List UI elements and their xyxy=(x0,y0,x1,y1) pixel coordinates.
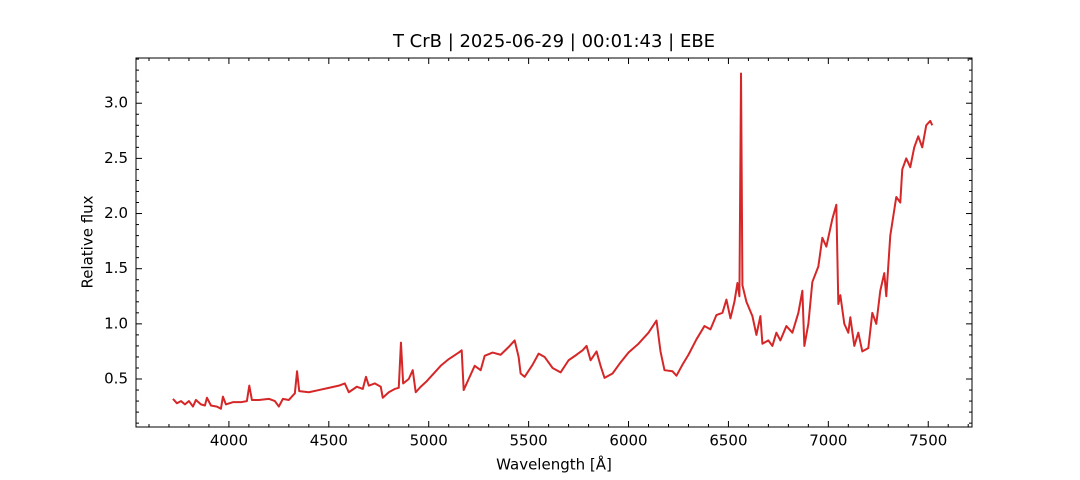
y-tick-label: 1.0 xyxy=(104,314,128,332)
x-tick-label: 7500 xyxy=(909,432,947,450)
x-axis-label: Wavelength [Å] xyxy=(496,455,612,474)
y-tick-label: 3.0 xyxy=(104,94,128,112)
y-axis-label: Relative flux xyxy=(79,195,97,288)
y-tick-label: 1.5 xyxy=(104,259,128,277)
x-tick-label: 4000 xyxy=(210,432,248,450)
x-tick-label: 7000 xyxy=(809,432,847,450)
chart-title: T CrB | 2025-06-29 | 00:01:43 | EBE xyxy=(392,31,715,52)
y-tick-label: 2.0 xyxy=(104,204,128,222)
x-tick-label: 5500 xyxy=(510,432,548,450)
y-tick-label: 2.5 xyxy=(104,149,128,167)
x-tick-label: 4500 xyxy=(310,432,348,450)
plot-frame xyxy=(135,57,973,428)
y-tick-label: 0.5 xyxy=(104,370,128,388)
x-tick-label: 6000 xyxy=(609,432,647,450)
spectrum-line xyxy=(172,72,934,410)
x-tick-label: 5000 xyxy=(410,432,448,450)
x-tick-label: 6500 xyxy=(709,432,747,450)
